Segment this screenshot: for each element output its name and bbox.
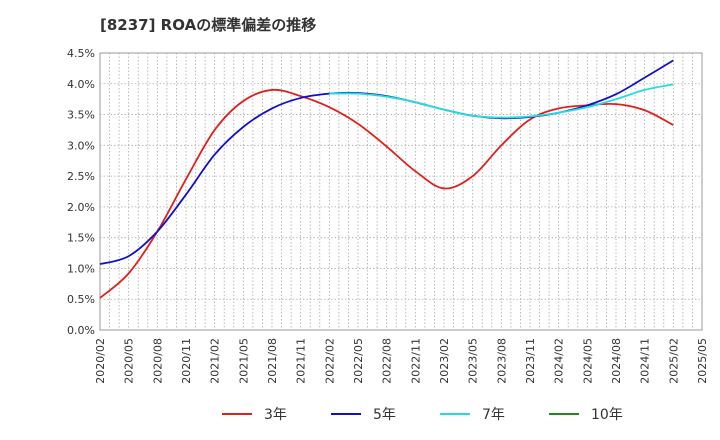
x-tick-label: 2022/05	[352, 338, 365, 384]
y-tick-label: 1.0%	[67, 262, 95, 275]
x-tick-label: 2021/08	[266, 338, 279, 384]
legend-label: 10年	[591, 407, 623, 423]
x-tick-label: 2023/11	[524, 338, 537, 384]
series-line-7年	[329, 83, 674, 119]
x-tick-label: 2023/05	[467, 338, 480, 384]
legend-label: 5年	[373, 407, 396, 423]
x-axis-ticks: 2020/02 2020/05 2020/08 2020/11 2021/02 2021/…	[94, 338, 709, 384]
grid-lines	[100, 53, 702, 330]
x-tick-label: 2023/02	[438, 338, 451, 384]
x-tick-label: 2024/02	[553, 338, 566, 384]
x-tick-label: 2022/02	[323, 338, 336, 384]
legend-label: 7年	[482, 407, 505, 423]
x-tick-label: 2020/08	[151, 338, 164, 384]
y-tick-label: 4.0%	[67, 78, 95, 91]
y-axis-ticks: 0.0% 0.5% 1.0% 1.5% 2.0% 2.5% 3.0% 3.5% 4.0% 4.5%	[67, 47, 95, 337]
x-tick-label: 2024/05	[581, 338, 594, 384]
x-tick-label: 2020/02	[94, 338, 107, 384]
x-tick-label: 2022/08	[381, 338, 394, 384]
x-tick-label: 2024/08	[610, 338, 623, 384]
y-tick-label: 0.0%	[67, 324, 95, 337]
y-tick-label: 0.5%	[67, 293, 95, 306]
y-tick-label: 2.5%	[67, 170, 95, 183]
x-tick-label: 2021/05	[237, 338, 250, 384]
y-tick-label: 3.5%	[67, 109, 95, 122]
x-tick-label: 2025/02	[667, 338, 680, 384]
series-line-3年	[99, 88, 674, 299]
x-tick-label: 2023/08	[495, 338, 508, 384]
legend-label: 3年	[264, 407, 287, 423]
x-tick-label: 2025/05	[696, 338, 709, 384]
series-lines	[99, 59, 674, 299]
y-tick-label: 1.5%	[67, 232, 95, 245]
x-tick-label: 2024/11	[639, 338, 652, 384]
legend: 3年 5年 7年 10年	[222, 407, 623, 423]
plot-area	[99, 52, 703, 331]
x-tick-label: 2021/02	[209, 338, 222, 384]
x-tick-label: 2021/11	[295, 338, 308, 384]
x-tick-label: 2020/11	[180, 338, 193, 384]
chart-title: [8237] ROAの標準偏差の推移	[100, 16, 317, 34]
y-tick-label: 4.5%	[67, 47, 95, 60]
y-tick-label: 3.0%	[67, 139, 95, 152]
x-tick-label: 2020/05	[123, 338, 136, 384]
x-tick-label: 2022/11	[409, 338, 422, 384]
y-tick-label: 2.0%	[67, 201, 95, 214]
